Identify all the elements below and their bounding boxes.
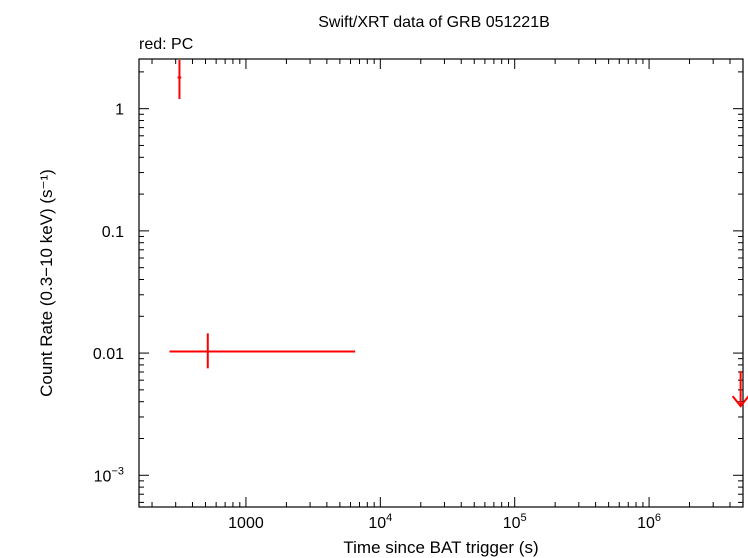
data-point: [177, 60, 182, 100]
upper-limit-arrow: [731, 371, 748, 408]
plot-frame: [138, 58, 744, 508]
data-point: [169, 333, 356, 369]
x-tick-labels: 1000 104 105 106: [228, 512, 661, 532]
x-axis-label: Time since BAT trigger (s): [343, 538, 538, 557]
y-tick-label: 0.01: [93, 346, 124, 363]
axis-ticks: [139, 59, 744, 507]
y-axis-label: Count Rate (0.3−10 keV) (s⁻¹): [37, 169, 56, 397]
y-tick-labels: 1 0.1 0.01 10−3: [93, 102, 124, 486]
y-tick-label: 0.1: [102, 224, 124, 241]
series-legend: red: PC: [139, 36, 193, 53]
x-tick-label: 106: [637, 512, 661, 532]
x-tick-label: 105: [503, 512, 527, 532]
y-tick-label: 1: [115, 102, 124, 119]
y-tick-label: 10−3: [94, 465, 124, 485]
x-tick-label: 104: [368, 512, 392, 532]
upper-limit-head: [731, 395, 748, 408]
chart-title: Swift/XRT data of GRB 051221B: [318, 14, 550, 31]
data-marks: [169, 60, 748, 408]
x-tick-label: 1000: [228, 515, 264, 532]
